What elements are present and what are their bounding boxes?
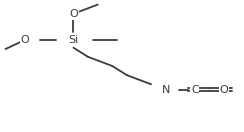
Text: Si: Si: [68, 35, 79, 45]
Text: O: O: [69, 9, 78, 19]
Text: N: N: [162, 84, 170, 95]
Text: O: O: [20, 35, 29, 45]
Text: C: C: [191, 84, 199, 95]
Text: O: O: [220, 84, 228, 95]
